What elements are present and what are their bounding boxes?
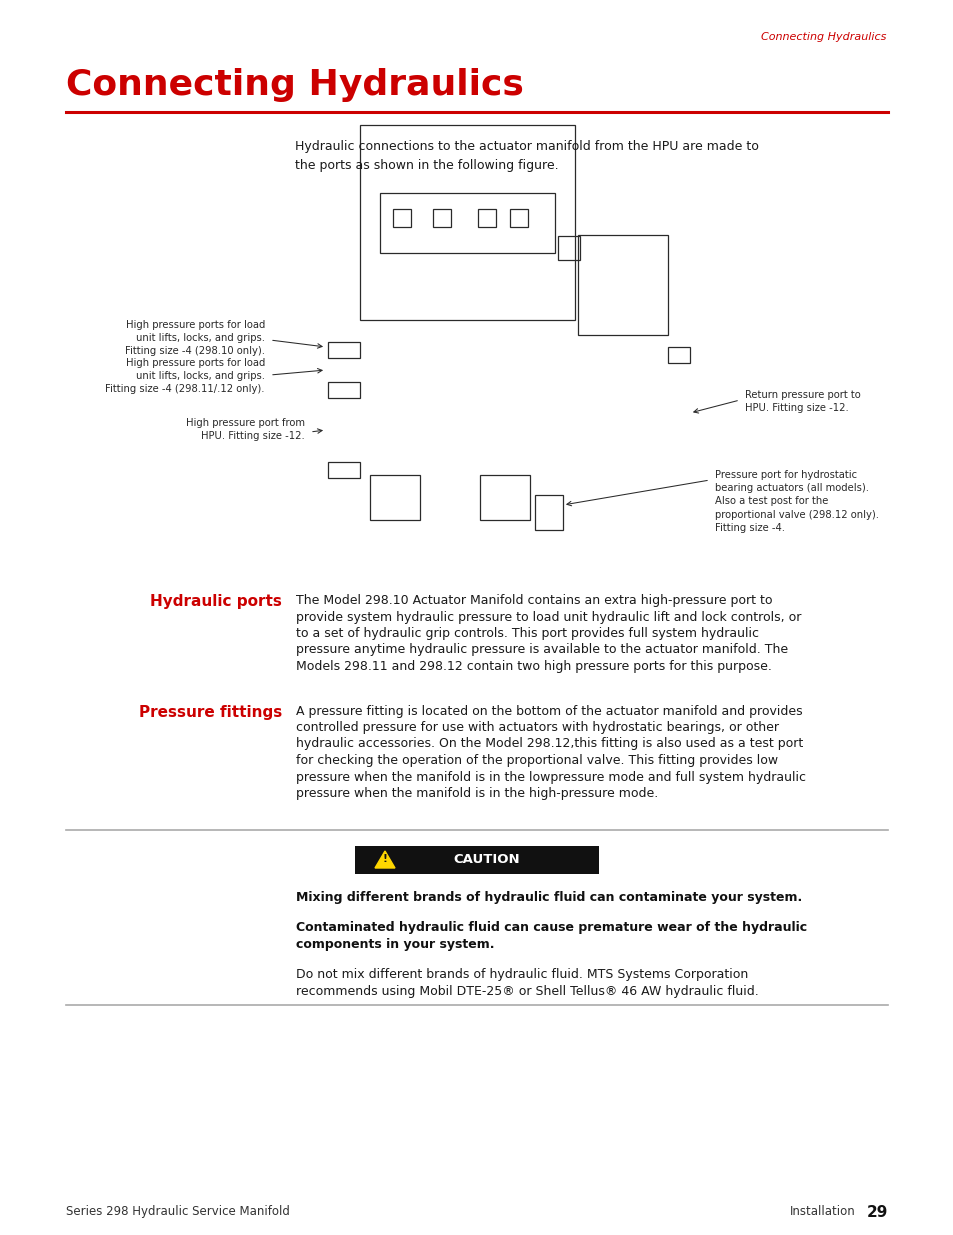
Bar (535, 495, 562, 530)
Text: Connecting Hydraulics: Connecting Hydraulics (66, 68, 523, 103)
Text: Models 298.11 and 298.12 contain two high pressure ports for this purpose.: Models 298.11 and 298.12 contain two hig… (295, 659, 771, 673)
Text: Hydraulic ports: Hydraulic ports (150, 594, 282, 609)
Text: Series 298 Hydraulic Service Manifold: Series 298 Hydraulic Service Manifold (66, 1205, 290, 1218)
Bar (667, 347, 689, 363)
Bar (379, 193, 555, 253)
Text: CAUTION: CAUTION (454, 853, 519, 866)
Text: The Model 298.10 Actuator Manifold contains an extra high-pressure port to: The Model 298.10 Actuator Manifold conta… (295, 594, 772, 606)
Bar (558, 236, 579, 261)
Bar (355, 846, 598, 873)
Bar (477, 209, 496, 227)
Bar (328, 342, 359, 358)
Text: A pressure fitting is located on the bottom of the actuator manifold and provide: A pressure fitting is located on the bot… (295, 704, 801, 718)
Text: High pressure port from
HPU. Fitting size -12.: High pressure port from HPU. Fitting siz… (186, 417, 305, 441)
Text: Pressure port for hydrostatic
bearing actuators (all models).
Also a test post f: Pressure port for hydrostatic bearing ac… (714, 471, 878, 532)
Text: Installation: Installation (789, 1205, 855, 1218)
Bar (393, 209, 411, 227)
Text: pressure when the manifold is in the high-pressure mode.: pressure when the manifold is in the hig… (295, 787, 658, 800)
Text: pressure when the manifold is in the lowpressure mode and full system hydraulic: pressure when the manifold is in the low… (295, 771, 805, 783)
Bar (433, 209, 451, 227)
Text: Hydraulic connections to the actuator manifold from the HPU are made to
the port: Hydraulic connections to the actuator ma… (294, 140, 758, 172)
Bar (578, 235, 667, 335)
Bar (510, 209, 527, 227)
Text: High pressure ports for load
unit lifts, locks, and grips.
Fitting size -4 (298.: High pressure ports for load unit lifts,… (125, 320, 265, 357)
Text: Pressure fittings: Pressure fittings (138, 704, 282, 720)
Text: Contaminated hydraulic fluid can cause premature wear of the hydraulic: Contaminated hydraulic fluid can cause p… (295, 921, 806, 935)
Bar (370, 475, 419, 520)
Bar (328, 382, 359, 398)
Bar (479, 475, 530, 520)
Bar (359, 125, 575, 320)
Text: pressure anytime hydraulic pressure is available to the actuator manifold. The: pressure anytime hydraulic pressure is a… (295, 643, 787, 657)
Text: 29: 29 (865, 1205, 887, 1220)
Text: Do not mix different brands of hydraulic fluid. MTS Systems Corporation: Do not mix different brands of hydraulic… (295, 968, 747, 981)
Text: provide system hydraulic pressure to load unit hydraulic lift and lock controls,: provide system hydraulic pressure to loa… (295, 610, 801, 624)
Text: Connecting Hydraulics: Connecting Hydraulics (760, 32, 885, 42)
Text: controlled pressure for use with actuators with hydrostatic bearings, or other: controlled pressure for use with actuato… (295, 721, 779, 734)
Text: components in your system.: components in your system. (295, 939, 494, 951)
Text: Mixing different brands of hydraulic fluid can contaminate your system.: Mixing different brands of hydraulic flu… (295, 892, 801, 904)
Text: to a set of hydraulic grip controls. This port provides full system hydraulic: to a set of hydraulic grip controls. Thi… (295, 627, 759, 640)
Text: Return pressure port to
HPU. Fitting size -12.: Return pressure port to HPU. Fitting siz… (744, 390, 860, 414)
Text: for checking the operation of the proportional valve. This fitting provides low: for checking the operation of the propor… (295, 755, 778, 767)
Text: !: ! (382, 855, 387, 864)
Bar (328, 462, 359, 478)
Text: hydraulic accessories. On the Model 298.12,this fitting is also used as a test p: hydraulic accessories. On the Model 298.… (295, 737, 802, 751)
Text: High pressure ports for load
unit lifts, locks, and grips.
Fitting size -4 (298.: High pressure ports for load unit lifts,… (106, 358, 265, 394)
Text: recommends using Mobil DTE-25® or Shell Tellus® 46 AW hydraulic fluid.: recommends using Mobil DTE-25® or Shell … (295, 984, 758, 998)
Polygon shape (375, 851, 395, 868)
